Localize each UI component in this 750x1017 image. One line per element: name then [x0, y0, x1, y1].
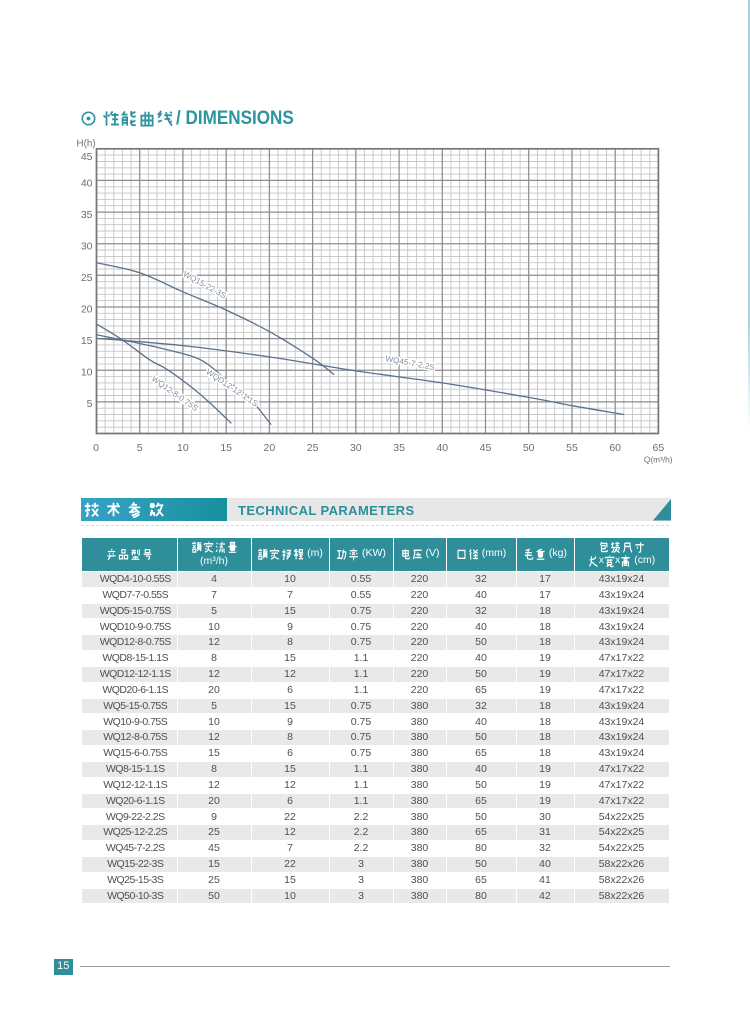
- svg-text:15: 15: [220, 442, 232, 454]
- svg-text:10: 10: [177, 442, 189, 454]
- svg-text:25: 25: [307, 442, 319, 454]
- svg-text:30: 30: [81, 241, 93, 253]
- svg-text:35: 35: [393, 442, 405, 454]
- svg-text:45: 45: [81, 151, 93, 163]
- svg-text:55: 55: [566, 442, 578, 454]
- svg-text:60: 60: [609, 442, 621, 454]
- svg-text:10: 10: [81, 367, 93, 379]
- svg-text:50: 50: [523, 442, 535, 454]
- svg-text:Q(m³/h): Q(m³/h): [644, 455, 673, 465]
- svg-text:H(h): H(h): [77, 139, 96, 150]
- svg-text:45: 45: [480, 442, 492, 454]
- svg-text:40: 40: [436, 442, 448, 454]
- svg-text:20: 20: [264, 442, 276, 454]
- svg-text:35: 35: [81, 209, 93, 221]
- svg-text:5: 5: [87, 398, 93, 410]
- svg-text:15: 15: [81, 335, 93, 347]
- svg-text:20: 20: [81, 304, 93, 316]
- svg-text:30: 30: [350, 442, 362, 454]
- svg-text:40: 40: [81, 178, 93, 190]
- svg-text:65: 65: [653, 442, 665, 454]
- svg-text:25: 25: [81, 272, 93, 284]
- svg-text:WQ15-22-3S: WQ15-22-3S: [182, 269, 229, 300]
- svg-text:0: 0: [93, 442, 99, 454]
- svg-text:5: 5: [137, 442, 143, 454]
- svg-text:WQ45-7-2.2S: WQ45-7-2.2S: [385, 354, 436, 372]
